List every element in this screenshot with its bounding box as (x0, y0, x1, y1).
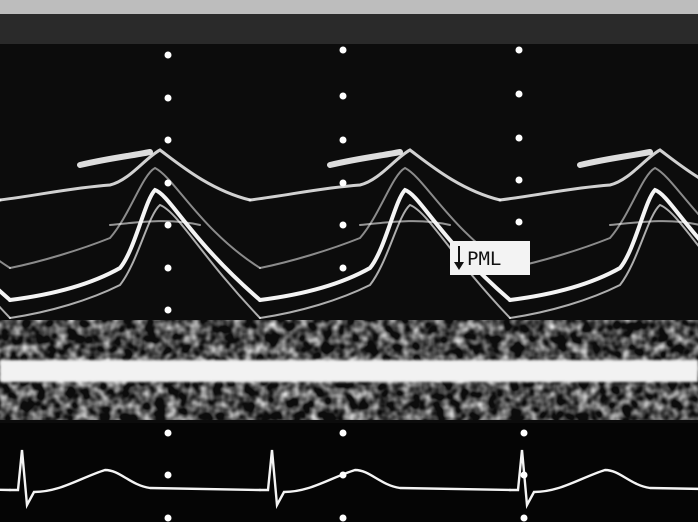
pericardium-band (0, 360, 698, 382)
label-text: PML (467, 248, 501, 270)
echocardiogram: PML (0, 0, 698, 522)
pml-label: PML (450, 241, 530, 275)
near-field (0, 14, 698, 44)
top-strip (0, 0, 698, 14)
